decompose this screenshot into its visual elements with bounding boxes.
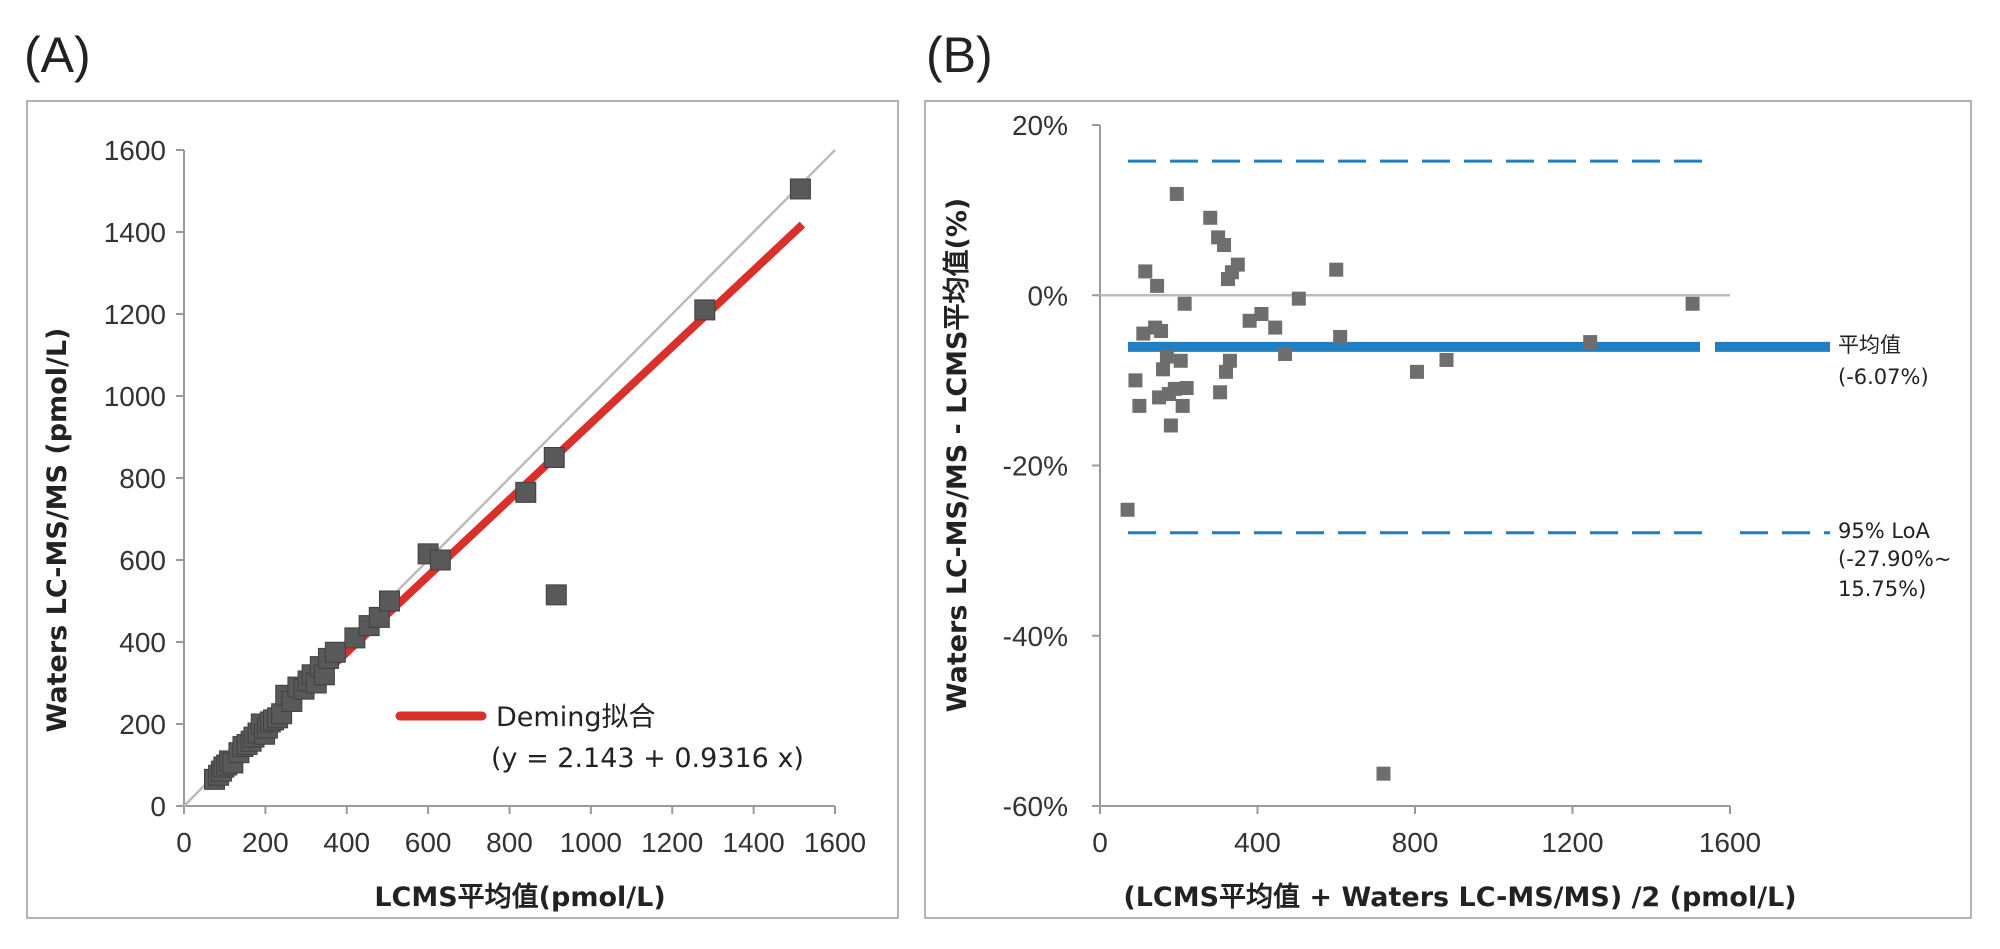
- x-tick-label: 1200: [1541, 827, 1603, 858]
- data-point: [1213, 385, 1228, 400]
- data-point: [1138, 264, 1153, 279]
- data-point: [1219, 364, 1233, 379]
- panel-a-y-axis-title: Waters LC-MS/MS (pmol/L): [42, 328, 73, 733]
- data-point: [1583, 335, 1598, 350]
- data-point: [1175, 398, 1190, 413]
- x-tick-label: 600: [405, 827, 452, 858]
- data-point: [1154, 324, 1169, 339]
- data-point: [543, 447, 565, 468]
- panel-b-frame: [924, 100, 1972, 919]
- legend-fit-equation: (y = 2.143 + 0.9316 x): [491, 743, 804, 774]
- y-tick-label: 800: [119, 463, 166, 494]
- data-point: [1230, 257, 1245, 272]
- y-tick-label: -40%: [1003, 621, 1068, 652]
- mean-line-label: 平均值: [1838, 333, 1901, 357]
- y-tick-label: 20%: [1012, 110, 1068, 141]
- data-point: [1254, 306, 1269, 321]
- y-tick-label: 1400: [104, 217, 166, 248]
- data-point: [515, 481, 537, 503]
- data-point: [1179, 381, 1194, 396]
- data-point: [1132, 398, 1147, 413]
- panel-a-legend: Deming拟合 (y = 2.143 + 0.9316 x): [395, 702, 804, 774]
- data-point: [1167, 381, 1182, 396]
- data-point: [1685, 296, 1700, 311]
- x-tick-label: 400: [1234, 827, 1281, 858]
- x-tick-label: 1600: [804, 827, 866, 858]
- panel-b-annotations: 平均值 (-6.07%) 95% LoA (-27.90%~ 15.75%): [1838, 333, 1951, 601]
- y-tick-label: 1200: [104, 299, 166, 330]
- panel-b-y-ticks: -60% -40% -20% 0% 20%: [1003, 110, 1100, 822]
- data-point: [1177, 296, 1192, 311]
- legend-fit-label: Deming拟合: [496, 702, 655, 733]
- panel-b: (B) 0 400 800 1200 1600 -60% -40% -20% 0% 20% (L…: [924, 27, 1972, 919]
- x-tick-label: 0: [1092, 827, 1108, 858]
- panel-b-label: (B): [926, 27, 993, 83]
- data-point: [1173, 353, 1188, 368]
- y-tick-label: 400: [119, 627, 166, 658]
- panel-b-x-ticks: 0 400 800 1200 1600: [1092, 806, 1761, 858]
- data-point: [1163, 418, 1178, 433]
- data-point: [1268, 320, 1283, 335]
- panel-a: (A) 0 200 400 600 800 1000 1200 1400 1600 0 200 40…: [24, 27, 899, 919]
- mean-line-value: (-6.07%): [1838, 365, 1929, 389]
- data-point: [429, 549, 451, 571]
- data-point: [1203, 210, 1218, 225]
- x-tick-label: 1600: [1699, 827, 1761, 858]
- panel-a-frame: [26, 100, 899, 919]
- data-point: [1128, 373, 1143, 388]
- panel-a-points: [204, 178, 811, 790]
- data-point: [694, 299, 716, 321]
- loa-range-line-1: (-27.90%~: [1838, 547, 1951, 571]
- data-point: [1217, 238, 1232, 253]
- panel-a-x-axis-title: LCMS平均值(pmol/L): [374, 882, 665, 913]
- y-tick-label: 1000: [104, 381, 166, 412]
- x-tick-label: 1200: [641, 827, 703, 858]
- loa-label: 95% LoA: [1838, 519, 1931, 543]
- data-point: [1120, 502, 1135, 517]
- data-point: [1136, 326, 1151, 341]
- data-point: [1222, 353, 1237, 368]
- data-point: [1169, 186, 1184, 201]
- data-point: [324, 641, 346, 663]
- x-tick-label: 0: [176, 827, 192, 858]
- data-point: [1242, 313, 1257, 328]
- y-tick-label: 600: [119, 545, 166, 576]
- data-point: [1439, 352, 1454, 367]
- data-point: [1156, 362, 1170, 377]
- x-tick-label: 800: [1392, 827, 1439, 858]
- data-point: [378, 590, 400, 612]
- data-point: [1333, 329, 1348, 344]
- data-point: [1291, 291, 1306, 306]
- panel-b-y-axis-title: Waters LC-MS/MS - LCMS平均值(%): [942, 198, 973, 712]
- data-point: [1159, 349, 1174, 364]
- loa-range-line-2: 15.75%): [1838, 577, 1926, 601]
- x-tick-label: 800: [486, 827, 533, 858]
- y-tick-label: 0: [150, 791, 166, 822]
- panel-a-x-ticks: 0 200 400 600 800 1000 1200 1400 1600: [176, 806, 866, 858]
- y-tick-label: -60%: [1003, 791, 1068, 822]
- data-point: [545, 584, 567, 606]
- data-point: [1278, 346, 1293, 361]
- x-tick-label: 200: [242, 827, 289, 858]
- data-point: [789, 178, 811, 200]
- panel-a-label: (A): [24, 27, 91, 83]
- x-tick-label: 1400: [722, 827, 784, 858]
- x-tick-label: 400: [323, 827, 370, 858]
- data-point: [1409, 364, 1424, 379]
- x-tick-label: 1000: [560, 827, 622, 858]
- y-tick-label: 0%: [1028, 280, 1068, 311]
- panel-a-y-ticks: 0 200 400 600 800 1000 1200 1400 1600: [104, 135, 184, 822]
- y-tick-label: -20%: [1003, 451, 1068, 482]
- data-point: [1376, 766, 1391, 781]
- data-point: [1150, 278, 1165, 293]
- panel-b-x-axis-title: (LCMS平均值 + Waters LC-MS/MS) /2 (pmol/L): [1123, 882, 1796, 913]
- y-tick-label: 1600: [104, 135, 166, 166]
- panel-b-lines: [1100, 159, 1830, 535]
- y-tick-label: 200: [119, 709, 166, 740]
- data-point: [1329, 262, 1344, 277]
- panel-b-points: [1120, 186, 1700, 781]
